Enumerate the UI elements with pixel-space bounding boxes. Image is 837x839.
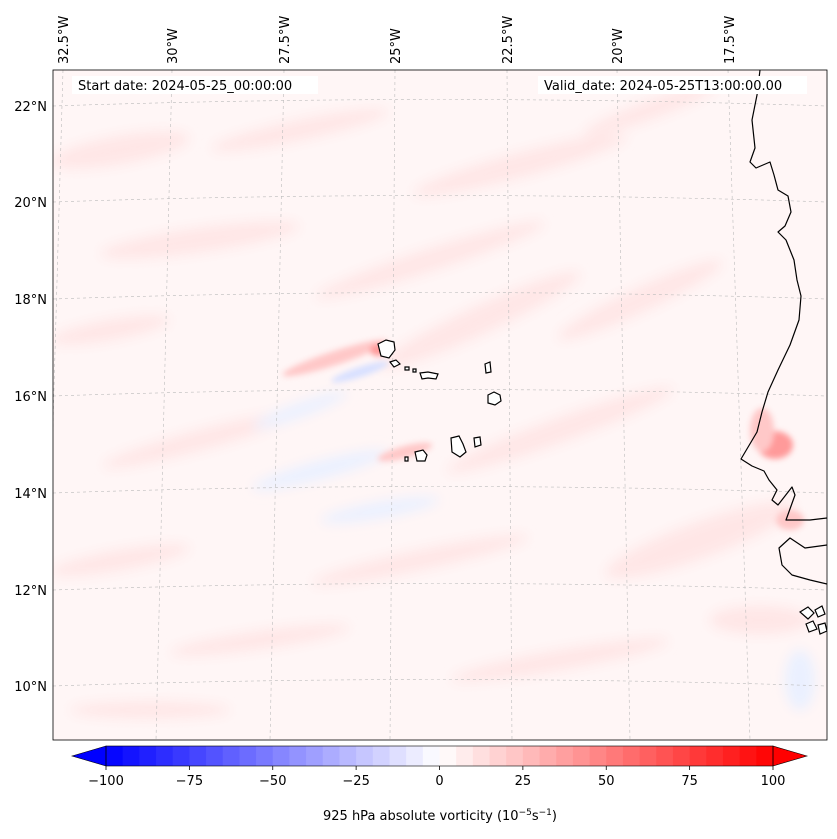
lon-label: 17.5°W [723, 16, 738, 64]
colorbar-tick-label: 100 [761, 774, 786, 789]
latitude-labels: 22°N 20°N 18°N 16°N 14°N 12°N 10°N [14, 100, 47, 695]
colorbar-segment [339, 746, 357, 766]
longitude-labels: 32.5°W 30°W 27.5°W 25°W 22.5°W 20°W 17.5… [57, 16, 738, 64]
lon-label: 30°W [166, 28, 181, 64]
colorbar-tick-label: −75 [176, 774, 203, 789]
colorbar-segment [539, 746, 557, 766]
vorticity-field [53, 84, 815, 718]
bijagos-islands [798, 605, 827, 635]
colorbar-tick-label: 0 [435, 774, 443, 789]
colorbar-segment [556, 746, 574, 766]
map-frame [52, 69, 828, 741]
vorticity-features [282, 339, 804, 530]
colorbar-segment [606, 746, 624, 766]
colorbar-segment [472, 746, 491, 766]
colorbar-min-extend [70, 745, 107, 767]
colorbar-segment [722, 746, 741, 766]
lon-label: 20°W [611, 28, 626, 64]
colorbar-segment [356, 746, 374, 766]
lat-label: 16°N [14, 390, 47, 405]
colorbar-segment [289, 746, 307, 766]
colorbar-segment [272, 746, 290, 766]
colorbar-segment [439, 746, 457, 766]
colorbar: −100 −75 −50 −25 0 25 50 75 100 925 hPa absolute… [70, 745, 809, 824]
colorbar-segment [639, 746, 657, 766]
lon-label: 27.5°W [278, 16, 293, 64]
colorbar-segment [206, 746, 224, 766]
colorbar-max-extend [772, 745, 809, 767]
colorbar-segment [506, 746, 524, 766]
africa-coastline [740, 70, 827, 521]
colorbar-segment [656, 746, 674, 766]
colorbar-segment [589, 746, 607, 766]
lat-label: 14°N [14, 487, 47, 502]
colorbar-segment [756, 746, 774, 766]
colorbar-tick-label: −25 [342, 774, 369, 789]
colorbar-segment [739, 746, 757, 766]
start-date-box [72, 76, 318, 94]
colorbar-tick-label: −50 [259, 774, 286, 789]
map-area [53, 70, 827, 740]
lon-label: 32.5°W [57, 16, 72, 64]
colorbar-tick-label: 25 [515, 774, 532, 789]
colorbar-segment [139, 746, 157, 766]
colorbar-segment [122, 746, 140, 766]
colorbar-tick-label: 75 [681, 774, 698, 789]
lat-label: 22°N [14, 100, 47, 115]
colorbar-segment [256, 746, 274, 766]
colorbar-segment [189, 746, 207, 766]
colorbar-segment [222, 746, 240, 766]
colorbar-segment [422, 746, 440, 766]
graticule [53, 70, 827, 740]
colorbar-segment [622, 746, 641, 766]
colorbar-segment [489, 746, 507, 766]
start-date-text: Start date: 2024-05-25_00:00:00 [78, 79, 292, 94]
colorbar-segment [572, 746, 591, 766]
colorbar-segment [389, 746, 407, 766]
colorbar-segment [456, 746, 474, 766]
colorbar-segment [239, 746, 257, 766]
lat-label: 18°N [14, 293, 47, 308]
colorbar-segments [106, 746, 774, 766]
lat-label: 20°N [14, 196, 47, 211]
colorbar-segment [156, 746, 174, 766]
guinea-bissau-coast [778, 537, 827, 585]
colorbar-label: 925 hPa absolute vorticity (10−5s−1) [323, 808, 557, 824]
colorbar-segment [406, 746, 424, 766]
colorbar-segment [106, 746, 124, 766]
lat-label: 12°N [14, 584, 47, 599]
colorbar-segment [172, 746, 190, 766]
lon-label: 25°W [389, 28, 404, 64]
valid-date-box [538, 76, 807, 94]
cape-verde-islands [377, 339, 502, 462]
colorbar-segment [522, 746, 541, 766]
lat-label: 10°N [14, 680, 47, 695]
colorbar-ticks: −100 −75 −50 −25 0 25 50 75 100 [88, 766, 785, 789]
colorbar-segment [322, 746, 340, 766]
colorbar-tick-label: 50 [598, 774, 615, 789]
colorbar-tick-label: −100 [88, 774, 124, 789]
colorbar-segment [372, 746, 390, 766]
valid-date-text: Valid_date: 2024-05-25T13:00:00.00 [544, 79, 782, 94]
colorbar-segment [689, 746, 707, 766]
field-background [53, 70, 827, 740]
colorbar-segment [306, 746, 324, 766]
colorbar-segment [672, 746, 691, 766]
lon-label: 22.5°W [501, 16, 516, 64]
colorbar-segment [706, 746, 724, 766]
